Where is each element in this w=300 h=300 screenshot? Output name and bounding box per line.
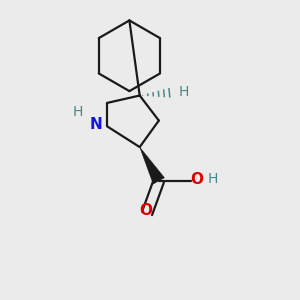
Text: N: N [90,118,103,133]
Text: H: H [73,105,83,119]
Text: H: H [208,172,218,186]
Polygon shape [140,147,164,184]
Text: O: O [139,203,152,218]
Text: H: H [179,85,189,99]
Text: O: O [190,172,203,187]
